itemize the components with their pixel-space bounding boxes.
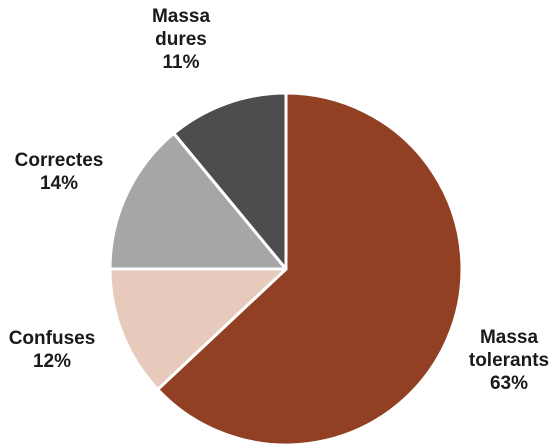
slice-label-correctes: Correctes 14% [15, 150, 104, 194]
slice-label-massa-tolerants: Massa tolerants 63% [469, 327, 549, 394]
slice-value-label: 63% [490, 373, 528, 394]
slice-name-label: Massa [480, 327, 539, 348]
pie-slice-correctes [108, 131, 288, 271]
slice-name-label: Correctes [15, 150, 104, 171]
slice-value-label: 11% [163, 52, 200, 73]
slice-name-label: dures [155, 29, 207, 50]
slice-name-label: Massa [152, 6, 211, 27]
pie-slices [108, 91, 464, 446]
slice-label-massa-dures: Massa dures 11% [152, 6, 211, 73]
slice-name-label: Confuses [9, 328, 96, 349]
slice-label-confuses: Confuses 12% [9, 328, 96, 372]
pie-slice-confuses [108, 267, 288, 391]
slice-value-label: 14% [40, 173, 78, 194]
pie-slice-massa-dures [172, 91, 288, 271]
slice-name-label: tolerants [469, 350, 549, 371]
pie-labels: Massa tolerants 63%Confuses 12%Correctes 14%… [9, 6, 549, 394]
pie-slice-massa-tolerants [156, 91, 464, 446]
slice-value-label: 12% [33, 351, 71, 372]
